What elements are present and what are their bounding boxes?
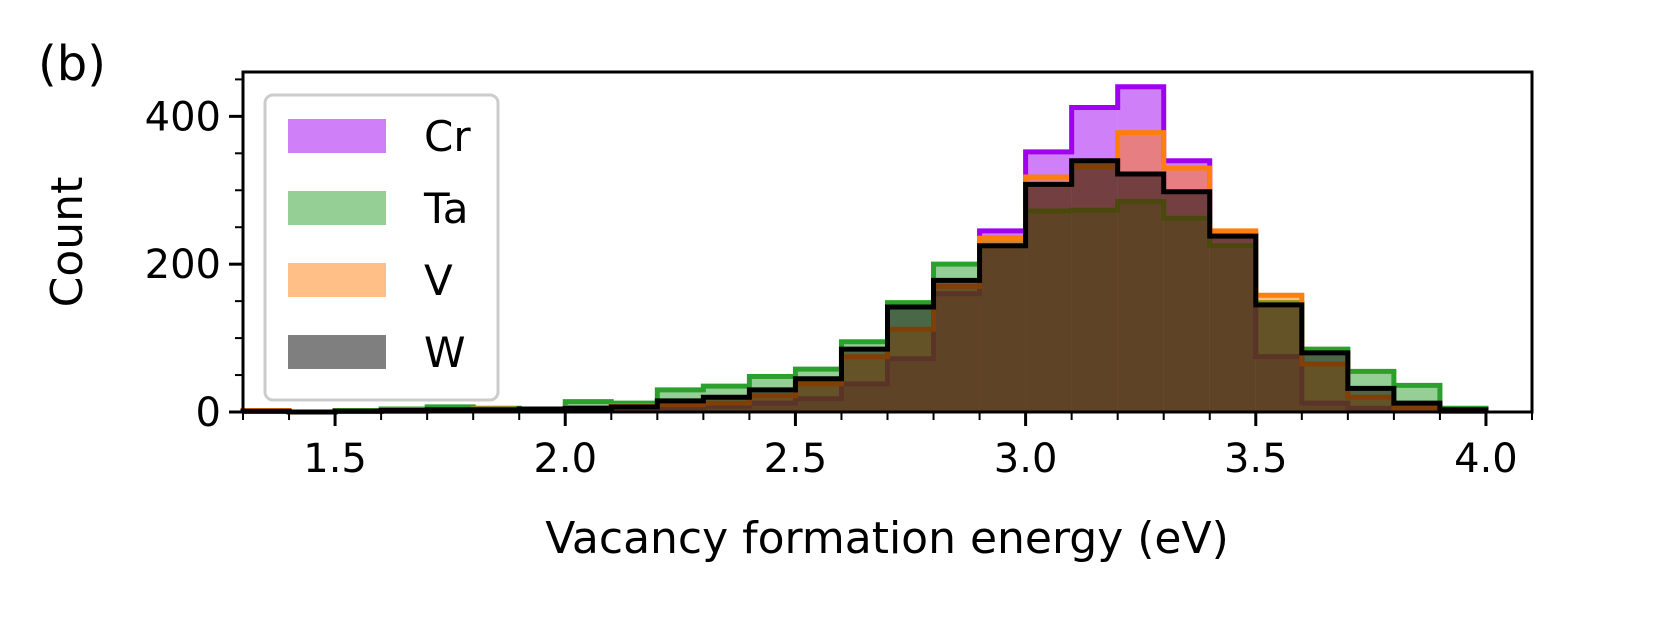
x-tick-label: 1.5: [303, 436, 367, 482]
legend-label-v: V: [424, 256, 453, 305]
legend-label-cr: Cr: [424, 112, 471, 161]
bar-w-25: [1393, 403, 1440, 412]
bar-w-24: [1347, 388, 1394, 412]
x-tick-label: 2.5: [764, 436, 828, 482]
y-tick-label: 400: [145, 94, 221, 140]
bar-w-13: [841, 349, 888, 412]
legend-swatch-ta: [288, 191, 386, 225]
bar-w-8: [611, 406, 658, 412]
legend: Cr Ta VW: [263, 93, 500, 402]
x-axis: 1.5 2.0 2.5 3.0 3.5 4.0: [242, 412, 1533, 482]
bar-w-19: [1117, 174, 1164, 412]
y-axis-label: Count: [42, 177, 93, 308]
bar-w-22: [1255, 304, 1302, 412]
x-axis-label: Vacancy formation energy (eV): [545, 513, 1229, 564]
x-tick-label: 3.5: [1224, 436, 1288, 482]
bar-w-16: [979, 245, 1026, 412]
x-tick-label: 3.0: [994, 436, 1058, 482]
legend-swatch-v: [288, 263, 386, 297]
bar-w-18: [1071, 160, 1118, 412]
step-outline-w: [240, 158, 1489, 415]
legend-swatch-w: [288, 335, 386, 369]
bar-w-9: [657, 400, 704, 412]
legend-entries: Cr Ta VW: [288, 112, 471, 377]
bar-w-15: [933, 280, 980, 412]
bar-w-10: [703, 397, 750, 412]
bar-w-17: [1025, 184, 1072, 412]
legend-swatch-cr: [288, 119, 386, 153]
bar-w-21: [1209, 236, 1256, 412]
x-tick-label: 4.0: [1454, 436, 1518, 482]
panel-label: (b): [38, 36, 106, 92]
x-tick-label: 2.0: [533, 436, 597, 482]
bar-w-14: [887, 307, 934, 412]
bar-w-23: [1301, 352, 1348, 412]
bar-w-12: [795, 378, 842, 412]
histogram-series: [240, 84, 1489, 415]
legend-label-w: W: [424, 328, 466, 377]
series-w: [240, 158, 1489, 415]
y-axis: 0 200 400: [145, 78, 243, 436]
legend-label-ta: Ta: [423, 184, 468, 233]
legend-frame: [263, 93, 500, 402]
bar-w-20: [1163, 191, 1210, 412]
y-tick-label: 200: [145, 242, 221, 288]
y-tick-label: 0: [196, 390, 221, 436]
bar-w-11: [749, 389, 796, 412]
